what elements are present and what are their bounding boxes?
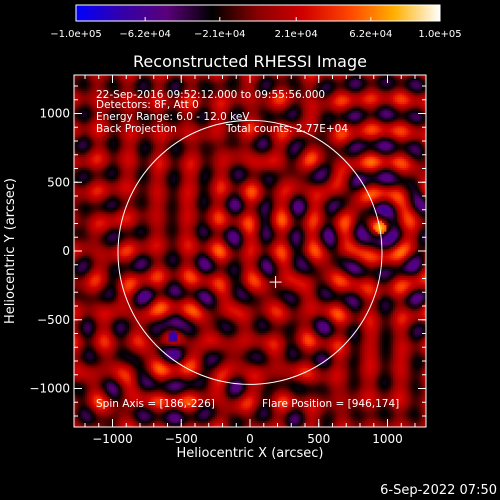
x-tick-label: 500 [307, 432, 330, 446]
y-tick-label: 0 [62, 244, 70, 258]
x-tick-label: 0 [246, 432, 254, 446]
chart-title: Reconstructed RHESSI Image [133, 52, 367, 71]
x-tick-label: −1000 [92, 432, 133, 446]
colorbar: −1.0e+05 −6.2e+04 −2.1e+04 2.1e+04 6.2e+04 1.… [50, 4, 462, 40]
annotation-total-counts: Total counts: 2.77E+04 [225, 123, 348, 135]
y-tick-label: −1000 [29, 382, 70, 396]
flare-position-label: Flare Position = [946,174] [262, 398, 399, 410]
colorbar-tick-label: −1.0e+05 [50, 29, 102, 40]
x-tick-label: −500 [165, 432, 198, 446]
x-tick-label: 1000 [372, 432, 403, 446]
x-axis-ticks: −1000 −500 0 500 1000 [84, 75, 416, 446]
colorbar-tick-label: 2.1e+04 [275, 29, 318, 40]
annotation-energy-range: Energy Range: 6.0 - 12.0 keV [96, 111, 250, 123]
colorbar-tick-label: −6.2e+04 [119, 29, 171, 40]
annotation-time-range: 22-Sep-2016 09:52:12.000 to 09:55:56.000 [96, 89, 325, 101]
plot-area: −1000 −500 0 500 1000 −1000 −500 0 500 1000 22-S… [29, 74, 427, 446]
annotation-method: Back Projection [96, 123, 177, 135]
colorbar-gradient [75, 4, 441, 22]
colorbar-tick-label: 6.2e+04 [349, 29, 392, 40]
solar-limb-circle [117, 119, 383, 385]
colorbar-ticks: −1.0e+05 −6.2e+04 −2.1e+04 2.1e+04 6.2e+04 1.… [50, 17, 462, 40]
spin-axis-crosshair [269, 276, 282, 289]
timestamp: 6-Sep-2022 07:50 [380, 483, 497, 498]
heatmap-image [74, 75, 426, 427]
colorbar-tick-label: 1.0e+05 [418, 29, 461, 40]
colorbar-tick-label: −2.1e+04 [194, 29, 246, 40]
y-tick-label: −500 [37, 313, 70, 327]
y-axis-ticks: −1000 −500 0 500 1000 [29, 85, 426, 417]
x-axis-label: Heliocentric X (arcsec) [177, 446, 324, 461]
y-tick-label: 500 [47, 175, 70, 189]
spin-axis-label: Spin Axis = [186,-226] [96, 398, 215, 410]
y-tick-label: 1000 [39, 107, 70, 121]
annotation-detectors: Detectors: 8F, Att 0 [96, 99, 199, 111]
y-axis-label: Heliocentric Y (arcsec) [3, 178, 18, 324]
